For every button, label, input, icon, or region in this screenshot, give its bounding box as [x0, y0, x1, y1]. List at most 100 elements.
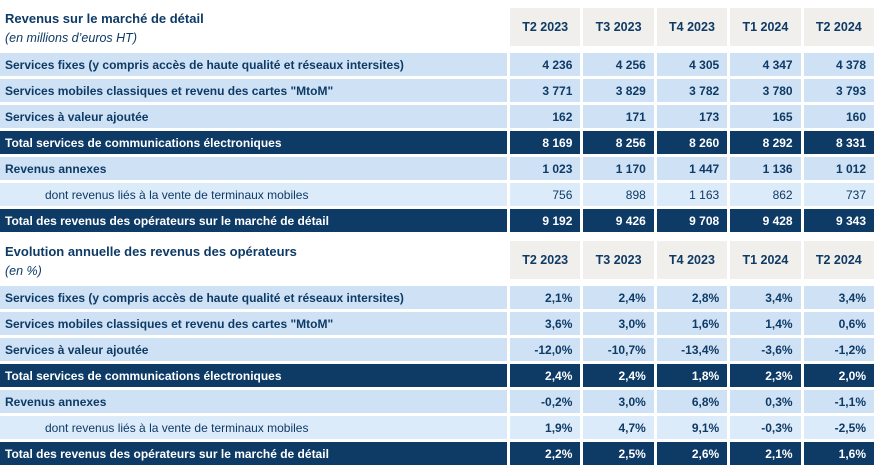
table-title-block: Evolution annuelle des revenus des opéra… — [0, 241, 507, 280]
row-value: 2,3% — [730, 364, 801, 387]
row-label: Total services de communications électro… — [0, 131, 507, 154]
row-value: -1,2% — [803, 338, 874, 361]
row-label: dont revenus liés à la vente de terminau… — [0, 416, 507, 439]
row-value: 3,4% — [803, 286, 874, 309]
table-header-row: Revenus sur le marché de détail (en mill… — [0, 8, 874, 47]
row-value: 1,4% — [730, 312, 801, 335]
row-label: dont revenus liés à la vente de terminau… — [0, 183, 507, 206]
row-label: Total services de communications électro… — [0, 364, 507, 387]
table-body: Services fixes (y compris accès de haute… — [0, 53, 874, 232]
row-value: 8 331 — [803, 131, 874, 154]
table-row: Total des revenus des opérateurs sur le … — [0, 442, 874, 465]
annual-evolution-table: Evolution annuelle des revenus des opéra… — [0, 241, 874, 465]
retail-revenue-table: Revenus sur le marché de détail (en mill… — [0, 8, 874, 232]
row-value: -0,2% — [510, 390, 581, 413]
row-value: 2,4% — [510, 364, 581, 387]
row-label: Revenus annexes — [0, 157, 507, 180]
row-value: 6,8% — [656, 390, 728, 413]
row-value: 8 256 — [583, 131, 654, 154]
row-value: 1,9% — [510, 416, 581, 439]
table-row: Services mobiles classiques et revenu de… — [0, 312, 874, 335]
row-label: Services à valeur ajoutée — [0, 338, 507, 361]
table-row: Services fixes (y compris accès de haute… — [0, 286, 874, 309]
row-value: 9 343 — [803, 209, 874, 232]
row-value: 0,6% — [803, 312, 874, 335]
row-value: 9,1% — [656, 416, 728, 439]
row-value: -1,1% — [803, 390, 874, 413]
row-value: 165 — [730, 105, 801, 128]
table-title: Revenus sur le marché de détail — [5, 11, 204, 26]
row-value: -12,0% — [510, 338, 581, 361]
row-value: 1,6% — [803, 442, 874, 465]
table-row: Total services de communications électro… — [0, 131, 874, 154]
row-value: 4 378 — [803, 53, 874, 76]
row-value: 160 — [803, 105, 874, 128]
row-value: 162 — [510, 105, 581, 128]
row-value: 1 136 — [730, 157, 801, 180]
column-header: T4 2023 — [656, 241, 728, 279]
row-label: Total des revenus des opérateurs sur le … — [0, 442, 507, 465]
row-value: 4 305 — [656, 53, 728, 76]
row-value: 0,3% — [730, 390, 801, 413]
table-row: Services fixes (y compris accès de haute… — [0, 53, 874, 76]
table-row: Services à valeur ajoutée 162 171 173 165 160 — [0, 105, 874, 128]
row-value: 3,6% — [510, 312, 581, 335]
row-value: 9 428 — [730, 209, 801, 232]
column-header: T2 2023 — [510, 8, 581, 46]
row-value: 3,4% — [730, 286, 801, 309]
row-value: 4,7% — [583, 416, 654, 439]
row-value: 2,4% — [583, 286, 654, 309]
row-value: 2,8% — [656, 286, 728, 309]
table-body: Services fixes (y compris accès de haute… — [0, 286, 874, 465]
column-header: T4 2023 — [656, 8, 728, 46]
row-value: 4 347 — [730, 53, 801, 76]
table-subtitle: (en %) — [5, 264, 42, 278]
row-value: 756 — [510, 183, 581, 206]
row-value: 1 170 — [583, 157, 654, 180]
column-header: T3 2023 — [583, 8, 654, 46]
row-value: -3,6% — [730, 338, 801, 361]
table-row: Revenus annexes 1 023 1 170 1 447 1 136 1 012 — [0, 157, 874, 180]
row-value: 9 192 — [510, 209, 581, 232]
row-value: 8 292 — [730, 131, 801, 154]
row-value: -13,4% — [656, 338, 728, 361]
row-label: Total des revenus des opérateurs sur le … — [0, 209, 507, 232]
table-row: Services à valeur ajoutée -12,0% -10,7% -13… — [0, 338, 874, 361]
row-value: 898 — [583, 183, 654, 206]
row-value: 1 012 — [803, 157, 874, 180]
row-value: 2,2% — [510, 442, 581, 465]
row-value: 2,1% — [510, 286, 581, 309]
row-label: Services mobiles classiques et revenu de… — [0, 79, 507, 102]
row-value: 2,0% — [803, 364, 874, 387]
row-value: 173 — [656, 105, 728, 128]
row-label: Services à valeur ajoutée — [0, 105, 507, 128]
row-value: 1,8% — [656, 364, 728, 387]
row-value: 3,0% — [583, 312, 654, 335]
table-row: dont revenus liés à la vente de terminau… — [0, 416, 874, 439]
row-label: Services fixes (y compris accès de haute… — [0, 286, 507, 309]
table-row: dont revenus liés à la vente de terminau… — [0, 183, 874, 206]
column-header: T2 2024 — [803, 241, 874, 279]
table-row: Total des revenus des opérateurs sur le … — [0, 209, 874, 232]
row-value: 1,6% — [656, 312, 728, 335]
row-label: Services fixes (y compris accès de haute… — [0, 53, 507, 76]
row-value: 3 782 — [656, 79, 728, 102]
row-value: -0,3% — [730, 416, 801, 439]
row-value: 1 447 — [656, 157, 728, 180]
row-value: 4 236 — [510, 53, 581, 76]
row-value: -10,7% — [583, 338, 654, 361]
row-value: 2,1% — [730, 442, 801, 465]
table-row: Revenus annexes -0,2% 3,0% 6,8% 0,3% -1,1% — [0, 390, 874, 413]
row-value: 2,4% — [583, 364, 654, 387]
table-row: Services mobiles classiques et revenu de… — [0, 79, 874, 102]
row-value: 3 829 — [583, 79, 654, 102]
row-value: 3 771 — [510, 79, 581, 102]
table-row: Total services de communications électro… — [0, 364, 874, 387]
column-header: T3 2023 — [583, 241, 654, 279]
row-value: 862 — [730, 183, 801, 206]
row-value: 3 793 — [803, 79, 874, 102]
table-title-block: Revenus sur le marché de détail (en mill… — [0, 8, 507, 47]
table-subtitle: (en millions d’euros HT) — [5, 31, 137, 45]
row-value: 1 163 — [656, 183, 728, 206]
row-value: 9 708 — [656, 209, 728, 232]
